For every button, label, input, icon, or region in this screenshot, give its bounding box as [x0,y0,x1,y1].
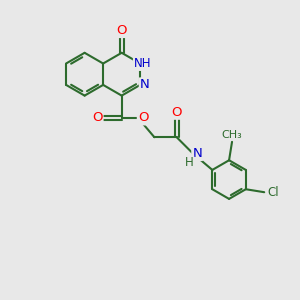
Text: O: O [171,106,182,119]
Text: O: O [116,24,127,37]
Text: Cl: Cl [267,186,279,199]
Text: O: O [92,111,103,124]
Text: N: N [192,147,202,160]
Text: N: N [140,78,149,92]
Text: NH: NH [134,57,151,70]
Text: O: O [138,111,148,124]
Text: CH₃: CH₃ [222,130,242,140]
Text: H: H [184,156,193,169]
